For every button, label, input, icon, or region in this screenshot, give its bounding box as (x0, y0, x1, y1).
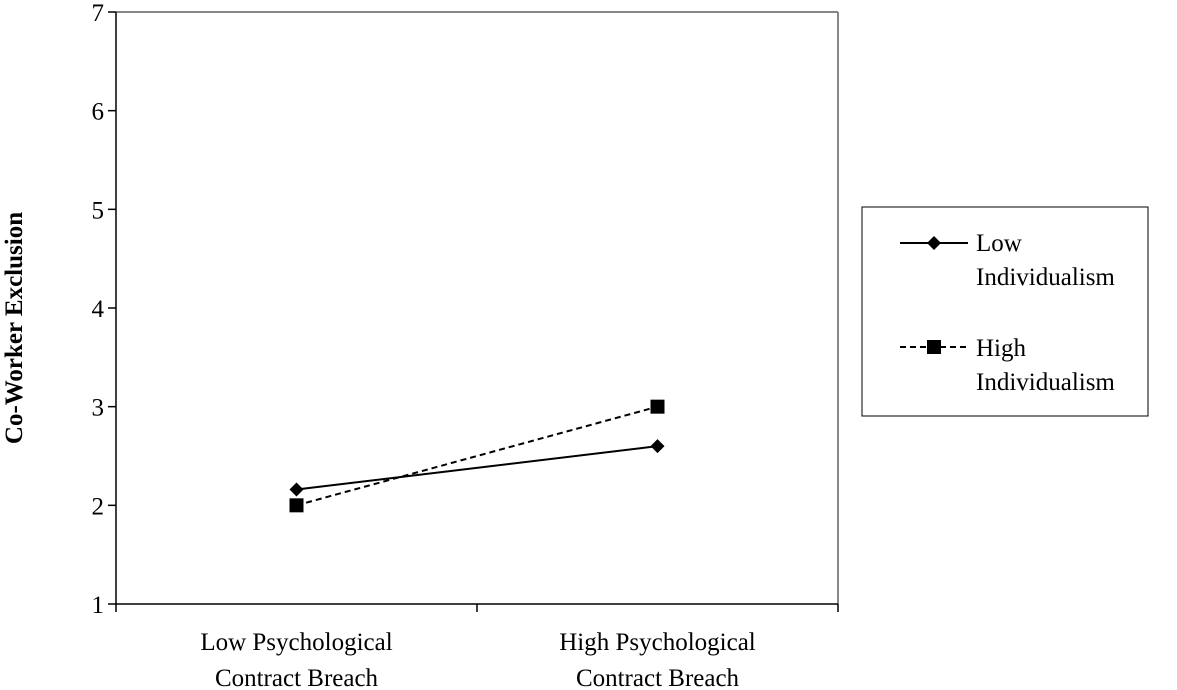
y-axis-label: Co-Worker Exclusion (1, 212, 28, 444)
series-1 (289, 399, 665, 513)
legend-label: Individualism (976, 264, 1115, 291)
x-category-label: Contract Breach (215, 665, 379, 690)
x-category-label: Low Psychological (200, 629, 392, 656)
x-category-label: Contract Breach (576, 665, 740, 690)
legend-label: High (976, 335, 1027, 362)
x-axis: Low Psychological Contract Breach High Psy… (115, 603, 839, 690)
series-line (296, 445, 658, 491)
data-point-diamond (650, 439, 665, 454)
y-tick-label: 2 (92, 493, 105, 520)
legend-item-0: Low Individualism (900, 230, 1115, 291)
y-tick-label: 5 (92, 197, 105, 224)
data-point-diamond (289, 482, 304, 497)
data-point-square (289, 498, 304, 513)
y-tick-label: 4 (92, 296, 105, 323)
series-0 (289, 439, 665, 497)
legend-marker-square (927, 340, 941, 354)
legend-item-1: High Individualism (900, 335, 1115, 396)
plot-frame (116, 11, 839, 604)
y-axis: 1 2 3 4 5 6 7 (92, 0, 117, 619)
x-category-label: High Psychological (559, 629, 756, 656)
series-line (296, 405, 658, 507)
y-tick-label: 3 (92, 395, 105, 422)
legend: Low Individualism High Individualism (861, 206, 1149, 417)
legend-marker-diamond (927, 236, 941, 250)
series-layer (289, 399, 665, 513)
data-point-square (650, 399, 665, 414)
legend-label: Low (976, 230, 1022, 257)
y-tick-label: 7 (92, 0, 105, 27)
y-tick-label: 6 (92, 99, 105, 126)
legend-box (861, 206, 1149, 417)
y-tick-label: 1 (92, 592, 105, 619)
legend-label: Individualism (976, 369, 1115, 396)
